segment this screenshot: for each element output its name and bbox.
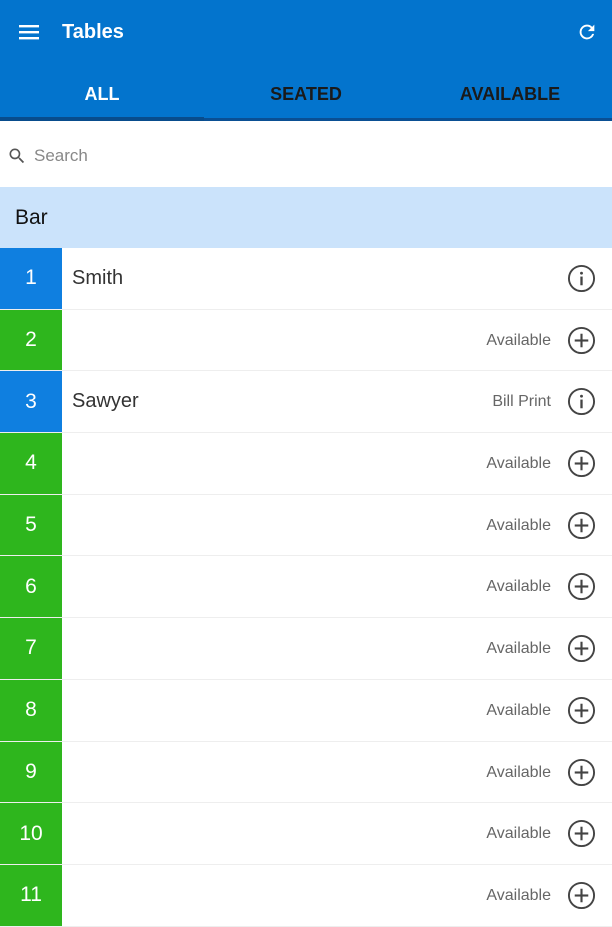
add-circle-icon[interactable] [567,758,596,787]
menu-icon[interactable] [19,24,39,40]
add-circle-icon[interactable] [567,819,596,848]
add-circle-icon[interactable] [567,572,596,601]
table-number: 7 [0,618,62,679]
table-number: 3 [0,371,62,433]
table-status: Bill Print [492,393,551,411]
table-number: 4 [0,433,62,494]
section-header-bar: Bar [0,187,612,248]
tab-seated[interactable]: SEATED [270,84,342,104]
table-number: 6 [0,556,62,618]
table-number: 9 [0,741,62,803]
add-circle-icon[interactable] [567,881,596,910]
guest-name: Sawyer [72,390,139,413]
table-status: Available [486,825,551,843]
table-row[interactable]: 9 Available [0,741,612,804]
table-row[interactable]: 6 Available [0,556,612,619]
guest-name: Smith [72,267,124,289]
table-row[interactable]: 2 Available [0,309,612,372]
table-row[interactable]: 1 Smith [0,248,612,310]
refresh-icon[interactable] [576,21,598,43]
table-row[interactable]: 3 Sawyer Bill Print [0,371,612,434]
table-status: Available [486,578,551,596]
table-status: Available [486,763,551,781]
tab-available[interactable]: AVAILABLE [459,84,561,104]
table-number: 10 [0,803,62,864]
table-row[interactable]: 10 Available [0,803,612,865]
table-row[interactable]: 7 Available [0,618,612,680]
info-icon[interactable] [567,264,596,293]
table-number: 2 [0,309,62,371]
search-icon [9,148,25,164]
info-icon[interactable] [567,387,596,416]
add-circle-icon[interactable] [567,634,596,663]
table-row[interactable]: 4 Available [0,433,612,495]
tab-bar: ALL SEATED AVAILABLE [0,68,612,121]
table-number: 11 [0,864,62,926]
add-circle-icon[interactable] [567,449,596,478]
section-label: Bar [15,206,48,229]
table-number: 5 [0,494,62,556]
table-status: Available [486,886,551,904]
add-circle-icon[interactable] [567,511,596,540]
add-circle-icon[interactable] [567,696,596,725]
table-number: 8 [0,679,62,741]
table-status: Available [486,640,551,658]
table-row[interactable]: 11 Available [0,864,612,927]
table-status: Available [486,701,551,719]
page-title: Tables [62,21,124,43]
tab-all[interactable]: ALL [0,68,204,121]
search-bar [0,121,612,187]
table-number: 1 [0,248,62,309]
table-row[interactable]: 8 Available [0,679,612,742]
table-row[interactable]: 5 Available [0,494,612,557]
table-status: Available [486,331,551,349]
app-bar: Tables ALL SEATED AVAILABLE [0,0,612,121]
add-circle-icon[interactable] [567,326,596,355]
table-list: 1 Smith 2 Available 3 Sawyer Bill Print 4 Availa… [0,248,612,927]
table-status: Available [486,516,551,534]
table-status: Available [486,455,551,473]
search-input[interactable] [32,141,596,171]
